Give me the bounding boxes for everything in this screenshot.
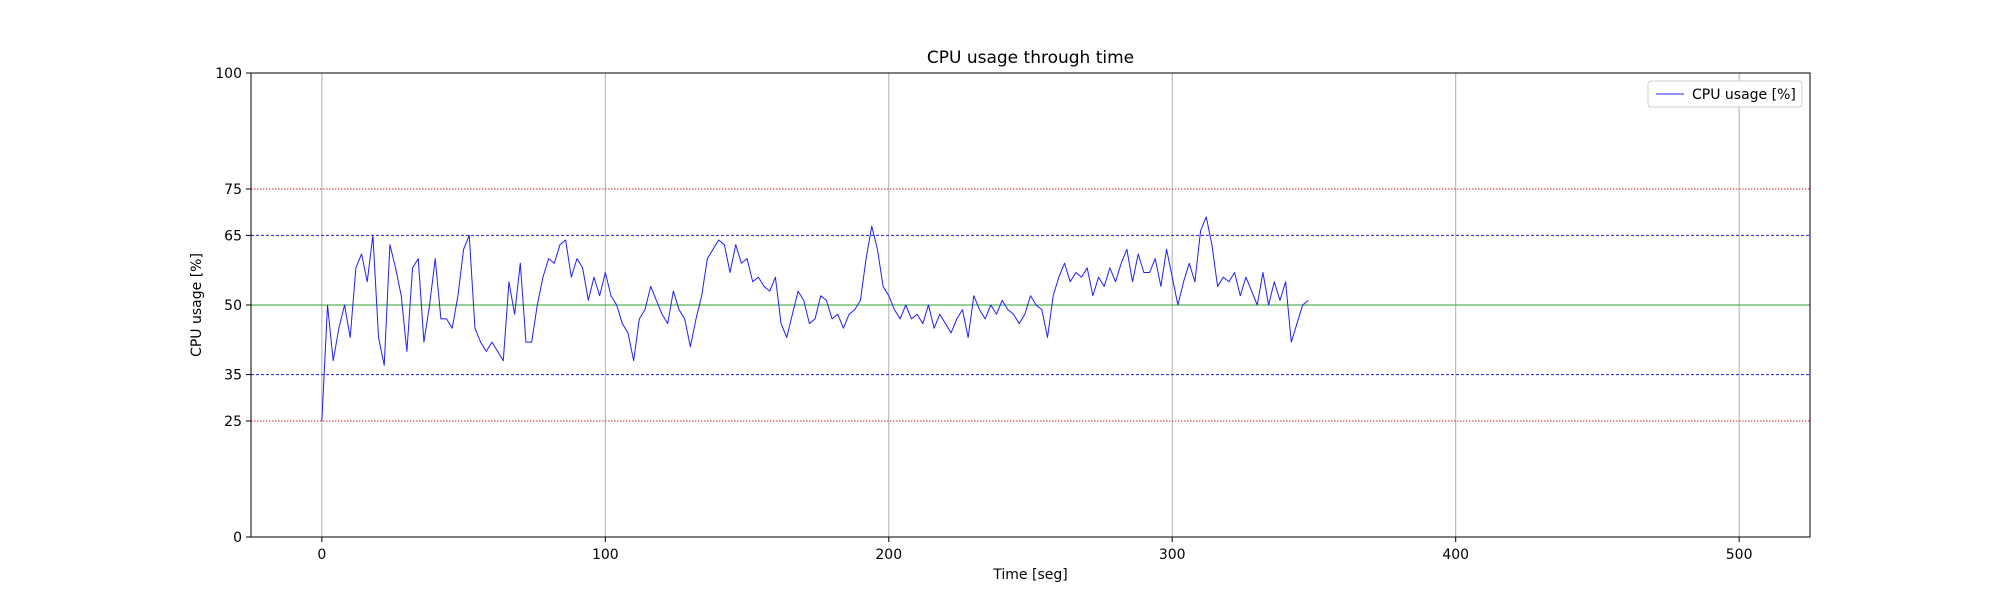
x-tick-label: 400 <box>1442 547 1469 563</box>
x-tick-label: 500 <box>1726 547 1753 563</box>
chart-title: CPU usage through time <box>927 48 1134 68</box>
y-tick-label: 25 <box>224 414 242 430</box>
x-axis-label: Time [seg] <box>992 567 1067 583</box>
y-tick-label: 50 <box>224 298 242 314</box>
y-axis-label: CPU usage [%] <box>189 253 205 357</box>
y-axis-ticks: 0 25 35 50 65 75 100 <box>215 66 251 546</box>
x-axis-ticks: 0 100 200 300 400 500 <box>317 537 1753 563</box>
series-layer <box>321 216 1309 422</box>
x-tick-label: 0 <box>317 547 326 563</box>
y-tick-label: 0 <box>233 530 242 546</box>
legend: CPU usage [%] <box>1647 80 1803 108</box>
y-tick-label: 35 <box>224 368 242 384</box>
y-tick-label: 75 <box>224 182 242 198</box>
legend-box <box>1647 80 1803 108</box>
x-tick-label: 200 <box>875 547 902 563</box>
x-tick-label: 300 <box>1159 547 1186 563</box>
y-tick-label: 100 <box>215 66 242 82</box>
legend-label: CPU usage [%] <box>1692 87 1796 103</box>
x-tick-label: 100 <box>592 547 619 563</box>
reference-lines <box>251 188 1810 422</box>
series-line-cpu-usage <box>321 216 1309 422</box>
y-tick-label: 65 <box>224 228 242 244</box>
